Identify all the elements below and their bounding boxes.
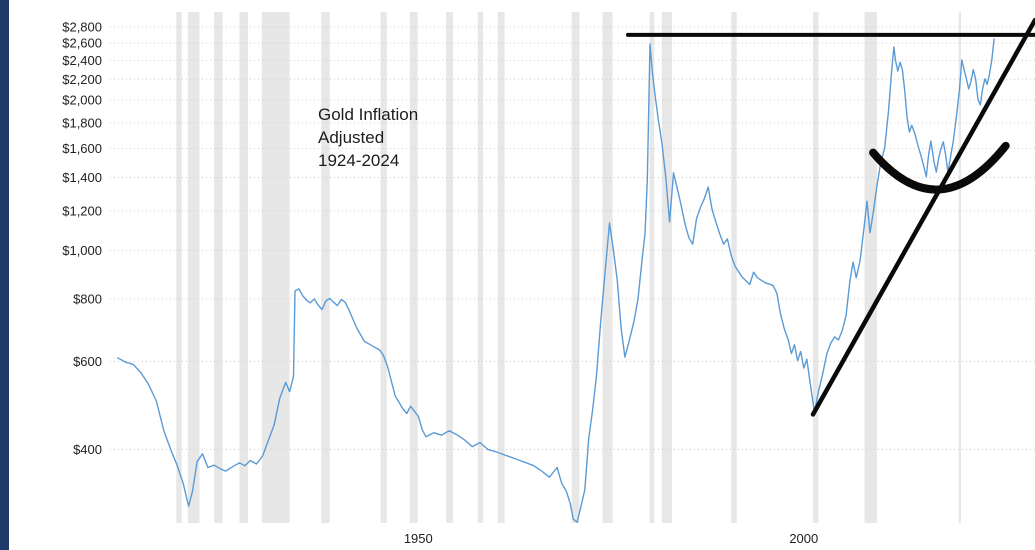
recession-band: [602, 12, 613, 523]
y-axis-tick-label: $2,400: [62, 53, 102, 68]
y-axis-tick-label: $1,200: [62, 203, 102, 218]
gold-price-line: [116, 38, 995, 523]
recession-band: [409, 12, 418, 523]
recession-band: [497, 12, 505, 523]
left-edge-strip: [0, 0, 9, 550]
y-axis-tick-label: $2,600: [62, 36, 102, 51]
recession-band: [214, 12, 223, 523]
recession-band: [239, 12, 248, 523]
y-axis-tick-label: $2,000: [62, 93, 102, 108]
x-axis-tick-label: 1950: [404, 531, 433, 546]
y-axis-tick-label: $1,000: [62, 243, 102, 258]
y-axis-tick-label: $2,200: [62, 72, 102, 87]
recession-band: [477, 12, 484, 523]
recession-band: [661, 12, 672, 523]
y-axis-tick-label: $400: [73, 442, 102, 457]
chart-title-line-1: Gold Inflation: [318, 105, 419, 124]
recession-band: [380, 12, 387, 523]
support-trendline-annotation: [810, 17, 1035, 417]
recession-band: [176, 12, 182, 523]
recession-band: [571, 12, 580, 523]
recession-band: [731, 12, 737, 523]
recession-band: [446, 12, 453, 523]
y-axis-tick-label: $1,600: [62, 141, 102, 156]
recession-band: [864, 12, 877, 523]
y-axis-tick-label: $600: [73, 354, 102, 369]
recession-band: [813, 12, 819, 523]
recession-band: [958, 12, 961, 523]
y-axis-tick-label: $1,400: [62, 170, 102, 185]
recession-band: [261, 12, 290, 523]
cup-arc-annotation: [869, 141, 1010, 194]
y-axis-tick-label: $1,800: [62, 115, 102, 130]
recession-band: [649, 12, 655, 523]
chart-title-annotation: Gold Inflation Adjusted 1924-2024: [318, 104, 418, 173]
chart-title-line-2: Adjusted: [318, 127, 385, 147]
y-axis-tick-label: $800: [73, 291, 102, 306]
y-axis-tick-label: $2,800: [62, 20, 102, 35]
chart-title-line-3: 1924-2024: [318, 150, 400, 170]
recession-band: [321, 12, 330, 523]
x-axis-tick-label: 2000: [789, 531, 818, 546]
recession-band: [187, 12, 200, 523]
